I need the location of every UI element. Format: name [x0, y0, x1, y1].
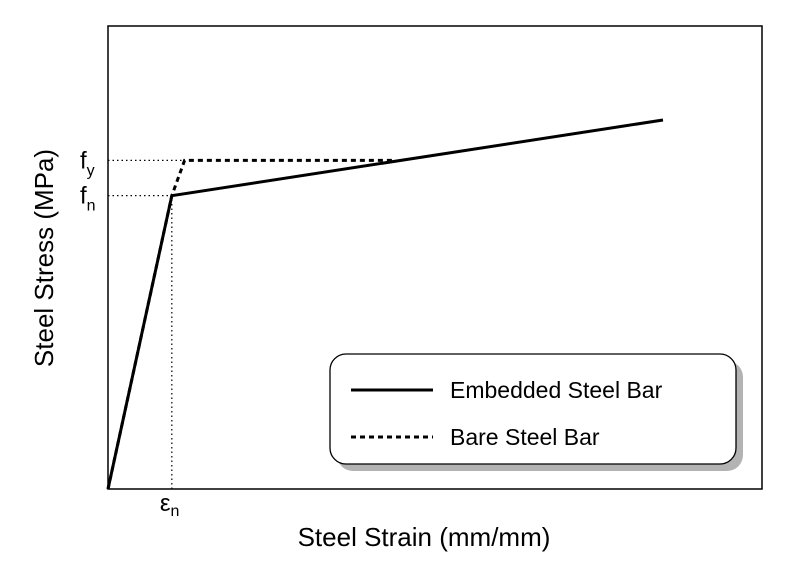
series-line-bare-steel-bar — [106, 158, 396, 490]
x-tick-label-n: εn — [160, 490, 180, 520]
plot-frame — [107, 25, 763, 490]
y-tick-labels: fy fn — [80, 147, 96, 214]
series-layer — [106, 118, 664, 490]
y-tick-label-n: fn — [80, 183, 96, 215]
x-tick-labels: εn — [160, 490, 180, 520]
legend-label-bare: Bare Steel Bar — [450, 424, 600, 450]
x-axis-label: Steel Strain (mm/mm) — [298, 522, 551, 552]
y-tick-label-y: fy — [80, 147, 95, 179]
y-axis-label: Steel Stress (MPa) — [29, 149, 59, 367]
legend-label-embedded: Embedded Steel Bar — [450, 377, 663, 403]
reference-lines — [108, 159, 185, 489]
legend-box — [329, 353, 737, 465]
legend: Embedded Steel Bar Bare Steel Bar — [329, 353, 743, 471]
